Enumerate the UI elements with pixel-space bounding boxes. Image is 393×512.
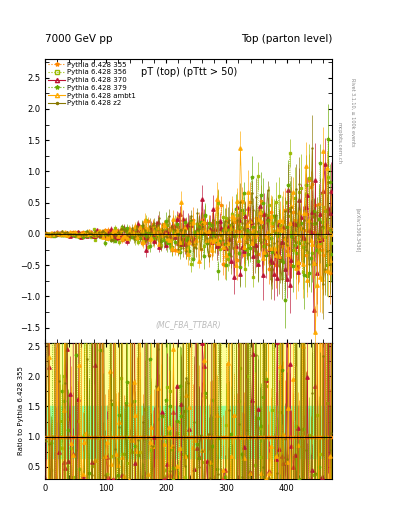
Text: Top (parton level): Top (parton level) [241,33,332,44]
Text: mcplots.cern.ch: mcplots.cern.ch [336,122,341,164]
Text: pT (top) (pTtt > 50): pT (top) (pTtt > 50) [141,68,237,77]
Text: Rivet 3.1.10, ≥ 100k events: Rivet 3.1.10, ≥ 100k events [350,78,355,147]
Text: (MC_FBA_TTBAR): (MC_FBA_TTBAR) [156,320,221,329]
Y-axis label: Ratio to Pythia 6.428 355: Ratio to Pythia 6.428 355 [18,367,24,456]
Text: [arXiv:1306.3436]: [arXiv:1306.3436] [356,208,361,252]
Legend: Pythia 6.428 355, Pythia 6.428 356, Pythia 6.428 370, Pythia 6.428 379, Pythia 6: Pythia 6.428 355, Pythia 6.428 356, Pyth… [47,60,138,108]
Text: 7000 GeV pp: 7000 GeV pp [45,33,113,44]
